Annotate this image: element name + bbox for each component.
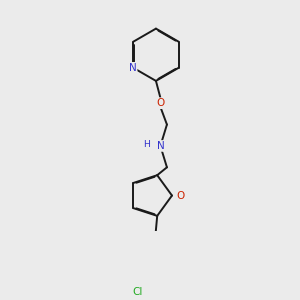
- Text: Cl: Cl: [132, 286, 142, 297]
- Text: O: O: [176, 190, 184, 200]
- Text: H: H: [144, 140, 151, 149]
- Text: N: N: [157, 141, 164, 151]
- Text: N: N: [129, 63, 136, 73]
- Text: O: O: [156, 98, 164, 108]
